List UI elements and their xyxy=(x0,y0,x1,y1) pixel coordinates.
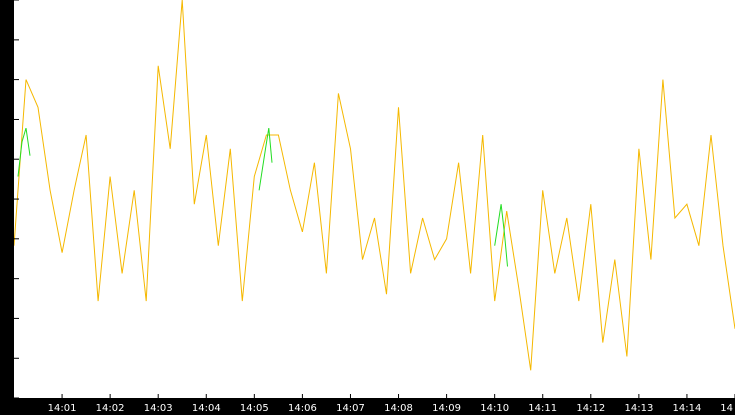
series-layer xyxy=(13,0,735,371)
x-tick-label: 14:05 xyxy=(240,403,269,414)
x-tick-label: 14:13 xyxy=(624,403,653,414)
series-line-3 xyxy=(258,128,273,191)
x-tick-label: 14:09 xyxy=(432,403,461,414)
y-tick-label: 2587 xyxy=(2,27,13,52)
x-tick-label: 14:02 xyxy=(96,403,125,414)
x-tick-label: 14 xyxy=(720,403,733,414)
x-tick-label: 14:01 xyxy=(48,403,77,414)
x-tick-label: 14:04 xyxy=(192,403,221,414)
series-line-4 xyxy=(494,204,508,267)
series-line-1 xyxy=(13,0,735,371)
x-axis-band xyxy=(0,398,735,415)
y-tick-label: 0 xyxy=(2,393,13,399)
y-tick-label: 287 xyxy=(2,349,13,368)
x-axis: 14:01 14:02 14:03 14:04 14:05 14:06 14:07 14:08… xyxy=(48,394,735,414)
y-tick-label: 2875 xyxy=(2,1,13,26)
x-tick-label: 14:06 xyxy=(288,403,317,414)
y-tick-label: 1150 xyxy=(2,226,13,251)
x-tick-label: 14:10 xyxy=(480,403,509,414)
x-tick-label: 14:03 xyxy=(144,403,173,414)
y-tick-label: 575 xyxy=(2,309,13,328)
y-tick-label: 862 xyxy=(2,269,13,288)
y-tick-label: 2300 xyxy=(2,67,13,92)
x-tick-label: 14:07 xyxy=(336,403,365,414)
y-tick-label: 1437 xyxy=(2,186,13,211)
y-tick-label: 1725 xyxy=(2,146,13,171)
y-axis-band xyxy=(0,0,14,415)
x-tick-label: 14:14 xyxy=(672,403,701,414)
x-tick-label: 14:11 xyxy=(528,403,557,414)
x-tick-label: 14:12 xyxy=(576,403,605,414)
series-line-2 xyxy=(17,127,31,177)
y-tick-label: 2012 xyxy=(2,107,13,132)
x-tick-label: 14:08 xyxy=(384,403,413,414)
